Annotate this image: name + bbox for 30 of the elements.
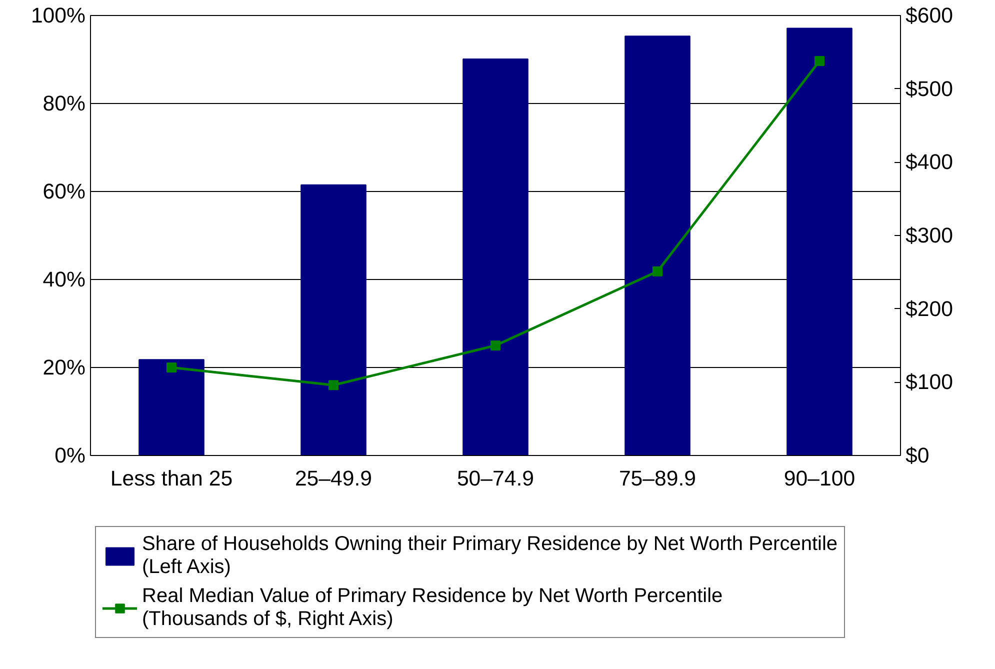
y2-tick-label: $100 <box>906 370 954 394</box>
bar <box>786 28 852 456</box>
y-tick-label: 60% <box>42 180 86 204</box>
y-tick-label: 0% <box>54 444 86 468</box>
bar <box>624 36 690 456</box>
y-tick-label: 80% <box>42 92 86 116</box>
point <box>814 56 824 66</box>
bar <box>138 359 204 456</box>
bar <box>300 184 366 456</box>
y2-tick-label: $200 <box>906 296 954 321</box>
legend-label: Share of Households Owning their Primary Residence by Net Worth Percentile (Left Axis) <box>142 533 838 579</box>
point <box>652 266 662 276</box>
bar <box>462 58 528 456</box>
y2-tick-label: $300 <box>906 224 954 248</box>
y2-tick-label: $0 <box>906 444 930 468</box>
y2-tick-label: $400 <box>906 150 954 174</box>
x-tick-label: 25–49.9 <box>294 466 372 490</box>
y-tick-label: 20% <box>42 356 86 380</box>
x-tick-label: 90–100 <box>784 466 856 490</box>
x-tick-label: Less than 25 <box>110 466 233 490</box>
point <box>166 362 176 372</box>
point <box>328 380 338 390</box>
y-tick-label: 40% <box>42 268 86 292</box>
y-tick-label: 100% <box>30 4 86 28</box>
legend-label: Real Median Value of Primary Residence by Net Worth Percentile (Thousands of $, Right Axis) <box>142 585 723 631</box>
x-tick-label: 75–89.9 <box>618 466 696 490</box>
y2-tick-label: $600 <box>906 4 954 28</box>
point <box>490 340 500 350</box>
y2-tick-label: $500 <box>906 76 954 101</box>
x-tick-label: 50–74.9 <box>456 466 534 490</box>
